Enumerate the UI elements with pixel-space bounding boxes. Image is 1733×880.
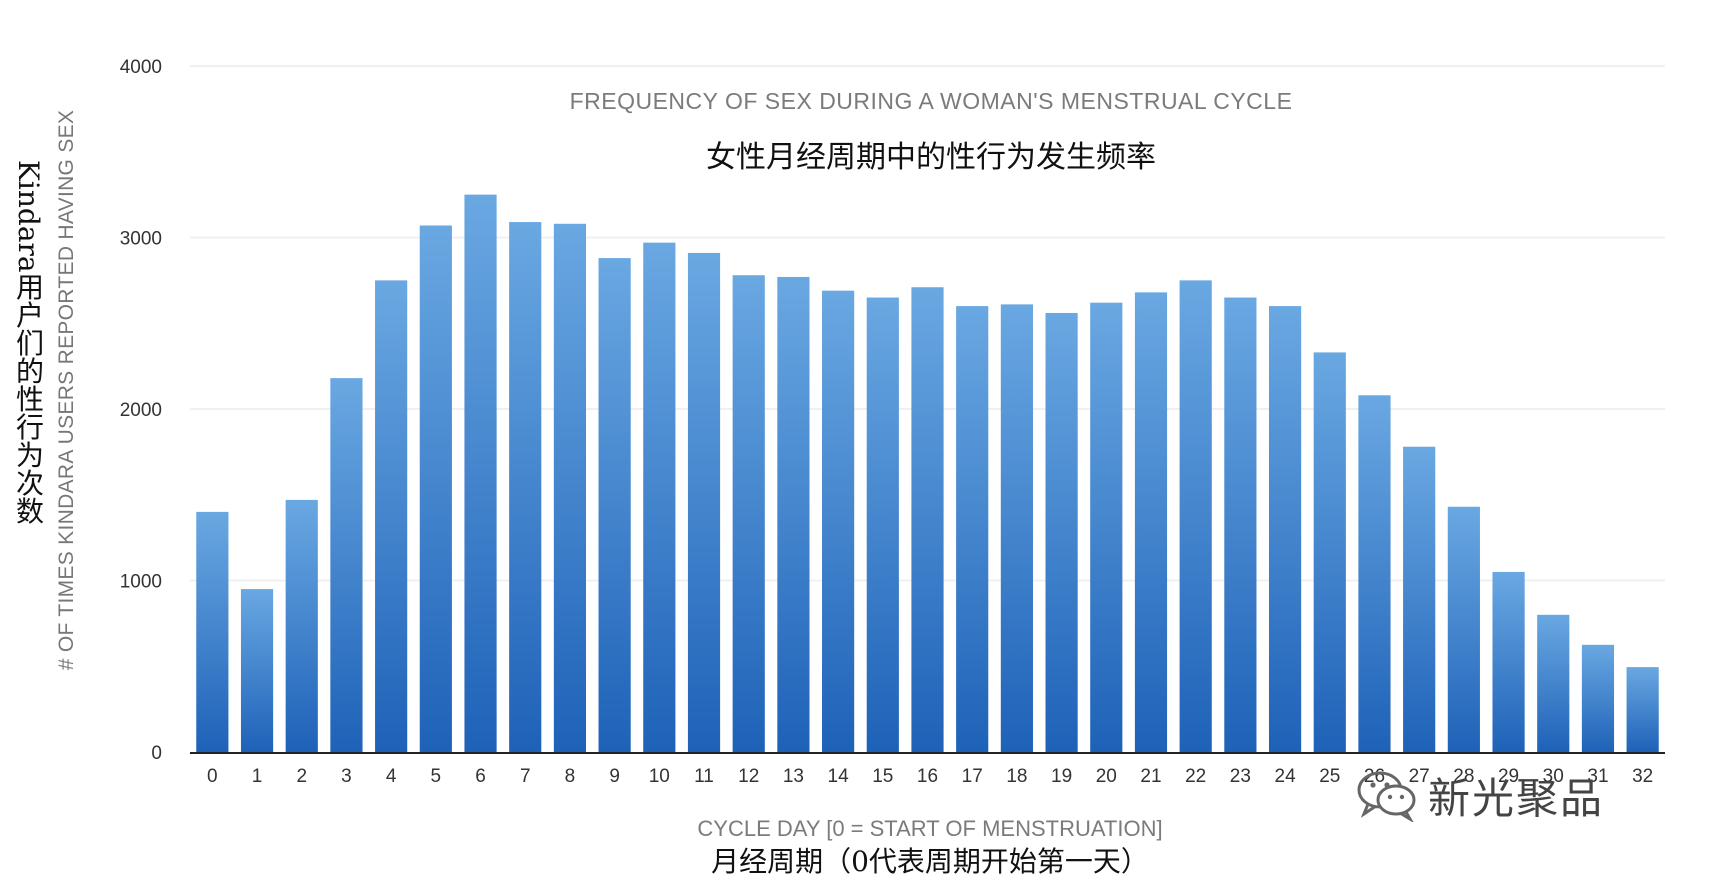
x-tick-label: 24 xyxy=(1275,766,1297,787)
bar xyxy=(285,499,318,752)
x-tick-label: 30 xyxy=(1543,766,1564,787)
bar xyxy=(777,276,810,752)
x-tick-label: 0 xyxy=(207,766,218,787)
x-tick-label: 11 xyxy=(694,766,714,787)
bar xyxy=(330,378,363,752)
y-tick-label: 0 xyxy=(151,743,162,764)
x-tick-label: 32 xyxy=(1632,766,1653,787)
x-tick-label: 3 xyxy=(341,766,352,787)
x-tick-label: 18 xyxy=(1006,766,1027,787)
y-axis-label: # OF TIMES KINDARA USERS REPORTED HAVING… xyxy=(55,109,78,671)
x-tick-label: 8 xyxy=(565,766,576,787)
x-tick-label: 22 xyxy=(1185,766,1206,787)
bar xyxy=(1492,571,1525,752)
bar xyxy=(1626,667,1659,752)
chart-title: FREQUENCY OF SEX DURING A WOMAN'S MENSTR… xyxy=(569,88,1293,114)
bar xyxy=(509,222,542,752)
bar xyxy=(1179,280,1212,752)
x-tick-label: 1 xyxy=(252,766,263,787)
bar xyxy=(1403,446,1436,752)
y-tick-label: 4000 xyxy=(120,57,162,78)
x-tick-label: 20 xyxy=(1096,766,1117,787)
x-tick-label: 13 xyxy=(783,766,804,787)
bar xyxy=(196,511,229,752)
bar xyxy=(687,252,721,752)
bar xyxy=(822,290,855,752)
bar xyxy=(1358,395,1391,752)
x-tick-label: 6 xyxy=(475,766,486,787)
bar xyxy=(464,194,497,752)
bars xyxy=(196,194,1659,752)
x-tick-label: 23 xyxy=(1230,766,1251,787)
x-tick-label: 26 xyxy=(1364,766,1385,787)
x-tick-label: 10 xyxy=(649,766,670,787)
bar xyxy=(1537,614,1570,752)
bar xyxy=(643,242,676,752)
bar xyxy=(1134,292,1168,752)
chart-subtitle: 女性月经周期中的性行为发生频率 xyxy=(706,140,1156,175)
bar xyxy=(598,258,631,752)
x-tick-label: 12 xyxy=(738,766,759,787)
x-tick-label: 16 xyxy=(917,766,938,787)
x-tick-label: 9 xyxy=(609,766,620,787)
y-tick-label: 1000 xyxy=(120,572,162,593)
bar xyxy=(866,297,899,752)
bar xyxy=(1447,506,1480,752)
y-tick-label: 3000 xyxy=(120,229,162,250)
x-tick-label: 21 xyxy=(1140,766,1161,787)
bar xyxy=(1224,297,1257,752)
bar xyxy=(1581,644,1615,752)
x-tick-label: 4 xyxy=(386,766,397,787)
bar xyxy=(1000,304,1033,752)
bar xyxy=(732,275,765,752)
bar xyxy=(375,280,408,752)
x-tick-label: 27 xyxy=(1409,766,1430,787)
bar xyxy=(553,223,587,752)
x-tick-label: 19 xyxy=(1051,766,1072,787)
x-tick-label: 7 xyxy=(520,766,531,787)
x-axis-label-cn: 月经周期（0代表周期开始第一天） xyxy=(711,845,1149,878)
x-tick-label: 31 xyxy=(1587,766,1608,787)
x-tick-label: 2 xyxy=(296,766,307,787)
x-tick-label: 5 xyxy=(431,766,442,787)
bar xyxy=(1045,312,1078,752)
bar xyxy=(911,287,944,752)
x-tick-label: 17 xyxy=(962,766,983,787)
x-tick-label: 28 xyxy=(1453,766,1474,787)
watermark-text: 新光聚品 xyxy=(1428,773,1605,823)
y-tick-label: 2000 xyxy=(120,400,162,421)
y-axis-label-cn: Kindara用户们的性行为次数 xyxy=(12,160,45,525)
bar xyxy=(1313,352,1346,752)
x-tick-label: 15 xyxy=(872,766,893,787)
x-tick-label: 25 xyxy=(1319,766,1340,787)
bar xyxy=(240,589,274,752)
x-tick-label: 29 xyxy=(1498,766,1519,787)
x-axis-label: CYCLE DAY [0 = START OF MENSTRUATION] xyxy=(697,816,1163,841)
wechat-icon xyxy=(1357,771,1416,822)
bar xyxy=(956,306,989,752)
bar xyxy=(1268,306,1302,752)
x-tick-label: 14 xyxy=(828,766,850,787)
bar xyxy=(1090,302,1123,752)
bar xyxy=(419,225,452,752)
watermark: 新光聚品 xyxy=(1356,760,1604,830)
